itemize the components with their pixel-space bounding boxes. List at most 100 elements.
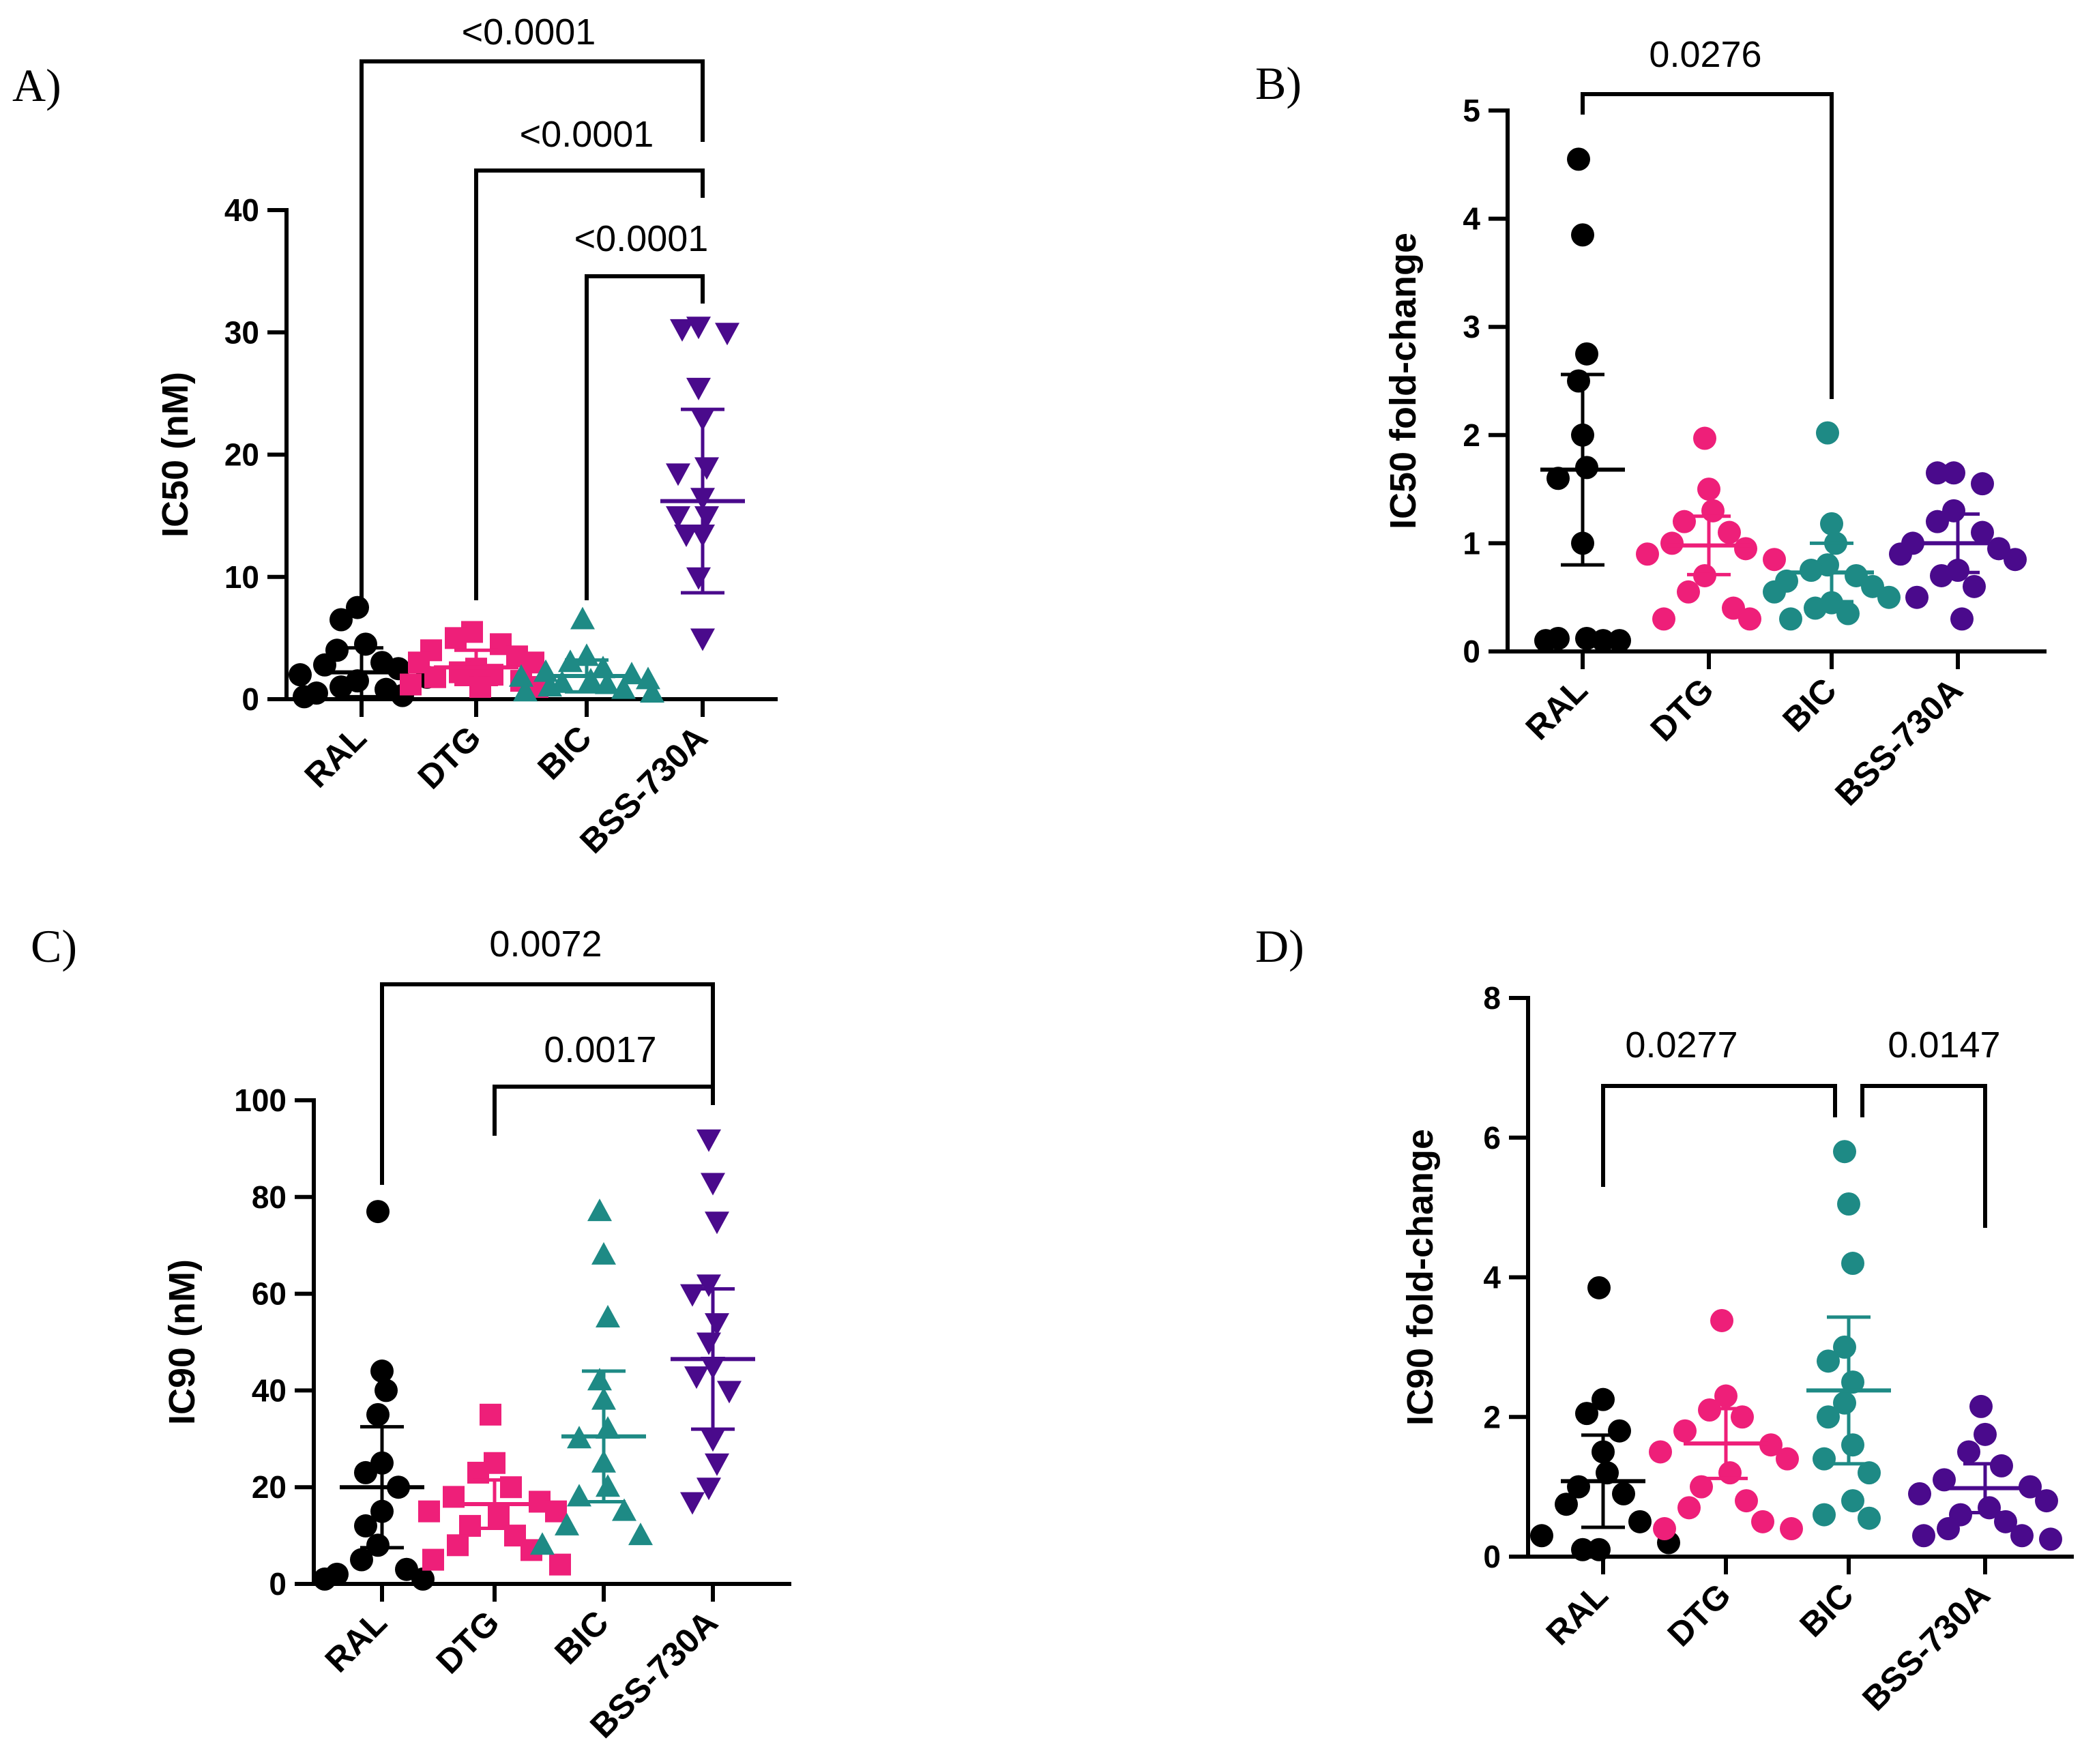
y-tick-label: 20 — [252, 1469, 287, 1505]
data-point — [329, 608, 353, 632]
data-point — [1571, 1538, 1594, 1561]
data-point — [595, 671, 619, 694]
y-tick-label: 1 — [1463, 525, 1480, 561]
y-tick-label: 100 — [234, 1083, 287, 1118]
data-point — [680, 1492, 705, 1515]
y-axis-title: IC50 fold-change — [1383, 233, 1424, 529]
data-point — [366, 1200, 390, 1224]
significance-bracket — [360, 59, 705, 600]
data-point — [1957, 1440, 1980, 1464]
x-category-label: RAL — [297, 718, 374, 795]
data-point — [2010, 1524, 2034, 1548]
data-point — [2039, 1527, 2062, 1551]
data-point — [346, 596, 369, 619]
y-tick-label: 0 — [1483, 1539, 1501, 1574]
x-category-label: RAL — [1519, 671, 1595, 747]
data-point — [1592, 629, 1615, 653]
data-point — [1817, 1349, 1840, 1373]
panel-label: A) — [12, 59, 61, 111]
x-category-label: DTG — [1643, 671, 1721, 748]
y-tick-label: 4 — [1483, 1260, 1501, 1295]
y-tick-label: 3 — [1463, 309, 1480, 344]
p-value-label: 0.0276 — [1649, 34, 1761, 75]
data-point — [674, 525, 699, 548]
data-point — [424, 666, 446, 688]
data-point — [1971, 520, 1994, 544]
data-point — [1858, 1506, 1881, 1530]
significance-bracket — [493, 1085, 715, 1136]
data-point — [670, 319, 694, 342]
data-point — [1841, 1489, 1864, 1513]
data-point — [1722, 596, 1745, 620]
y-tick-label: 40 — [224, 192, 259, 228]
data-point — [640, 680, 664, 703]
data-point — [1575, 456, 1598, 480]
data-point — [611, 676, 636, 699]
data-point — [1763, 548, 1786, 572]
data-point — [1636, 542, 1659, 566]
data-point — [587, 1199, 612, 1222]
data-point — [1587, 1538, 1611, 1561]
series-bss-730a — [1908, 1394, 2062, 1551]
data-point — [2004, 548, 2027, 572]
data-point — [1575, 1402, 1598, 1426]
data-point — [612, 1498, 636, 1521]
data-point — [1653, 1517, 1676, 1541]
significance-bracket — [1860, 1084, 1987, 1228]
x-category-label: BIC — [1792, 1576, 1860, 1644]
data-point — [555, 1512, 579, 1535]
data-point — [1571, 223, 1594, 247]
data-point — [619, 662, 644, 685]
series-bss-730a — [671, 1129, 755, 1515]
data-point — [717, 1381, 742, 1404]
significance-bracket — [1581, 92, 1834, 399]
data-point — [513, 679, 538, 702]
data-point — [1779, 607, 1802, 631]
x-category-label: BIC — [530, 718, 598, 787]
data-point — [705, 1453, 729, 1476]
data-point — [1718, 520, 1741, 544]
series-bss-730a — [660, 317, 745, 651]
data-point — [636, 666, 660, 690]
data-point — [1990, 1454, 2013, 1478]
x-category-label: BIC — [1775, 671, 1843, 739]
x-category-label: DTG — [429, 1603, 507, 1681]
y-axis-title: IC90 (nM) — [162, 1259, 203, 1425]
data-point — [1575, 342, 1598, 366]
y-axis-title: IC90 fold-change — [1400, 1129, 1441, 1426]
significance-bracket — [1601, 1084, 1837, 1187]
data-point — [705, 1211, 729, 1235]
data-point — [1942, 461, 1965, 485]
p-value-label: <0.0001 — [574, 218, 709, 259]
data-point — [1908, 1482, 1931, 1505]
data-point — [1751, 1510, 1774, 1533]
data-point — [1858, 1461, 1881, 1485]
data-point — [690, 628, 715, 651]
data-point — [1841, 1433, 1864, 1457]
data-point — [1718, 1461, 1742, 1485]
significance-bracket — [474, 168, 705, 600]
data-point — [1546, 467, 1570, 490]
data-point — [2019, 1475, 2042, 1499]
data-point — [570, 606, 595, 630]
data-point — [1930, 563, 1953, 587]
data-point — [1690, 1475, 1713, 1499]
panel-d: D) 0 2 4 6 8 IC90 fold-change RAL DTG BICBSS-730A… — [1255, 920, 2074, 1718]
x-category-label: BSS-730A — [1828, 671, 1970, 813]
y-tick-label: 4 — [1463, 201, 1480, 237]
data-point — [1612, 1482, 1635, 1505]
data-point — [1673, 1419, 1697, 1443]
data-point — [1833, 1140, 1856, 1164]
data-point — [1933, 1468, 1956, 1492]
data-point — [1697, 477, 1720, 501]
x-category-label: RAL — [1539, 1576, 1615, 1652]
data-point — [1677, 580, 1700, 604]
data-point — [509, 664, 533, 687]
data-point — [1877, 585, 1901, 609]
data-point — [1889, 542, 1912, 566]
data-point — [447, 1534, 469, 1557]
data-point — [469, 676, 491, 699]
data-point — [1937, 1517, 1960, 1541]
data-point — [1963, 574, 1986, 598]
